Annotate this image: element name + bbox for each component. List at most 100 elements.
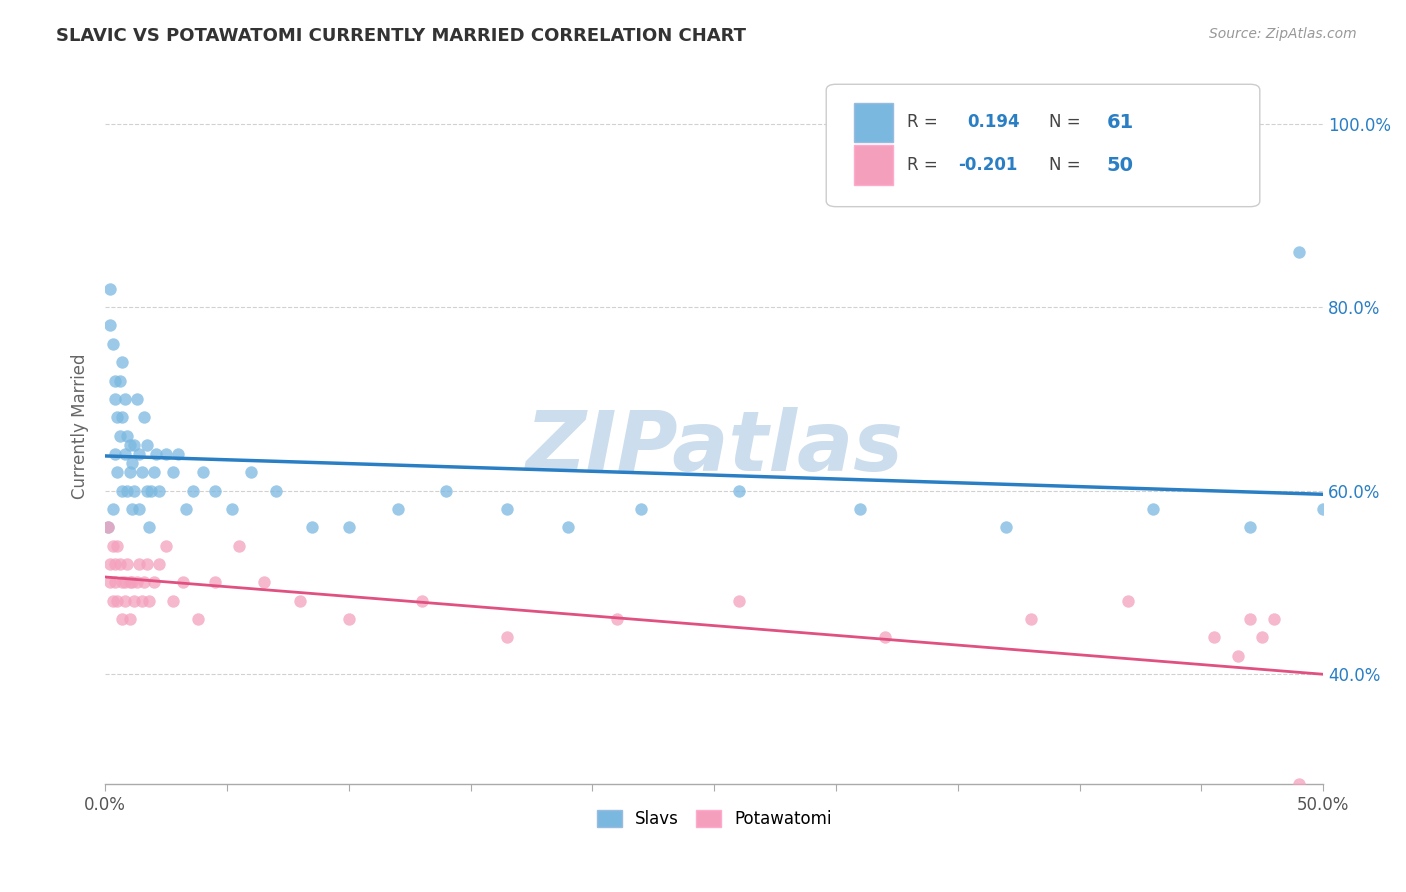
Point bbox=[141, 483, 163, 498]
Point bbox=[115, 557, 138, 571]
Text: 61: 61 bbox=[1107, 112, 1133, 132]
Point bbox=[101, 539, 124, 553]
Point bbox=[114, 575, 136, 590]
Point bbox=[1263, 612, 1285, 626]
Point bbox=[142, 465, 165, 479]
Point bbox=[105, 594, 128, 608]
Point bbox=[167, 447, 190, 461]
Point bbox=[337, 520, 360, 534]
Point bbox=[135, 438, 157, 452]
Point bbox=[301, 520, 323, 534]
FancyBboxPatch shape bbox=[827, 84, 1260, 207]
Point bbox=[118, 612, 141, 626]
FancyBboxPatch shape bbox=[855, 145, 893, 185]
Point bbox=[128, 557, 150, 571]
Text: N =: N = bbox=[1049, 156, 1085, 174]
Point bbox=[496, 502, 519, 516]
Point bbox=[995, 520, 1018, 534]
Point bbox=[121, 502, 143, 516]
Point bbox=[1251, 631, 1274, 645]
Point bbox=[411, 594, 433, 608]
Point bbox=[557, 520, 579, 534]
Point bbox=[128, 447, 150, 461]
Point bbox=[240, 465, 263, 479]
Point bbox=[118, 438, 141, 452]
Point bbox=[630, 502, 652, 516]
Point bbox=[104, 447, 127, 461]
Point bbox=[162, 465, 184, 479]
Point bbox=[105, 539, 128, 553]
Point bbox=[606, 612, 628, 626]
Point bbox=[111, 612, 134, 626]
Point bbox=[148, 557, 170, 571]
Point bbox=[155, 539, 177, 553]
Point bbox=[1275, 796, 1298, 810]
Point bbox=[1142, 502, 1164, 516]
Text: -0.201: -0.201 bbox=[957, 156, 1017, 174]
Point bbox=[111, 483, 134, 498]
Point bbox=[131, 594, 153, 608]
Point bbox=[873, 631, 896, 645]
Point bbox=[105, 465, 128, 479]
Legend: Slavs, Potawatomi: Slavs, Potawatomi bbox=[591, 803, 838, 834]
Text: ZIPatlas: ZIPatlas bbox=[526, 408, 903, 489]
Point bbox=[108, 428, 131, 442]
Point bbox=[337, 612, 360, 626]
Point bbox=[118, 465, 141, 479]
Point bbox=[162, 594, 184, 608]
Text: 0.194: 0.194 bbox=[967, 113, 1021, 131]
Point bbox=[138, 520, 160, 534]
Point bbox=[204, 575, 226, 590]
Point bbox=[97, 520, 120, 534]
Point bbox=[115, 483, 138, 498]
Point bbox=[155, 447, 177, 461]
Point bbox=[98, 282, 121, 296]
Point bbox=[727, 594, 749, 608]
Point bbox=[727, 483, 749, 498]
Point bbox=[98, 557, 121, 571]
Point bbox=[111, 410, 134, 425]
Text: R =: R = bbox=[907, 113, 942, 131]
Point bbox=[1019, 612, 1042, 626]
Point bbox=[98, 318, 121, 333]
Point bbox=[1226, 648, 1249, 663]
Point bbox=[1202, 631, 1225, 645]
Point bbox=[135, 483, 157, 498]
Point bbox=[228, 539, 250, 553]
Point bbox=[181, 483, 204, 498]
Point bbox=[174, 502, 197, 516]
Point bbox=[111, 355, 134, 369]
Point bbox=[125, 392, 148, 406]
FancyBboxPatch shape bbox=[855, 103, 893, 142]
Point bbox=[97, 520, 120, 534]
Point bbox=[204, 483, 226, 498]
Text: N =: N = bbox=[1049, 113, 1085, 131]
Point bbox=[98, 575, 121, 590]
Point bbox=[128, 502, 150, 516]
Point bbox=[1116, 594, 1139, 608]
Point bbox=[1312, 502, 1334, 516]
Point bbox=[138, 594, 160, 608]
Point bbox=[104, 557, 127, 571]
Point bbox=[221, 502, 243, 516]
Text: Source: ZipAtlas.com: Source: ZipAtlas.com bbox=[1209, 27, 1357, 41]
Point bbox=[111, 575, 134, 590]
Point bbox=[104, 374, 127, 388]
Point bbox=[101, 594, 124, 608]
Point bbox=[121, 575, 143, 590]
Point bbox=[1239, 612, 1261, 626]
Y-axis label: Currently Married: Currently Married bbox=[72, 353, 89, 500]
Text: R =: R = bbox=[907, 156, 942, 174]
Point bbox=[191, 465, 214, 479]
Point bbox=[131, 465, 153, 479]
Point bbox=[118, 575, 141, 590]
Point bbox=[114, 392, 136, 406]
Point bbox=[101, 336, 124, 351]
Text: 50: 50 bbox=[1107, 155, 1133, 175]
Point bbox=[849, 502, 872, 516]
Point bbox=[124, 483, 146, 498]
Text: SLAVIC VS POTAWATOMI CURRENTLY MARRIED CORRELATION CHART: SLAVIC VS POTAWATOMI CURRENTLY MARRIED C… bbox=[56, 27, 747, 45]
Point bbox=[172, 575, 194, 590]
Point bbox=[104, 575, 127, 590]
Point bbox=[1288, 777, 1310, 791]
